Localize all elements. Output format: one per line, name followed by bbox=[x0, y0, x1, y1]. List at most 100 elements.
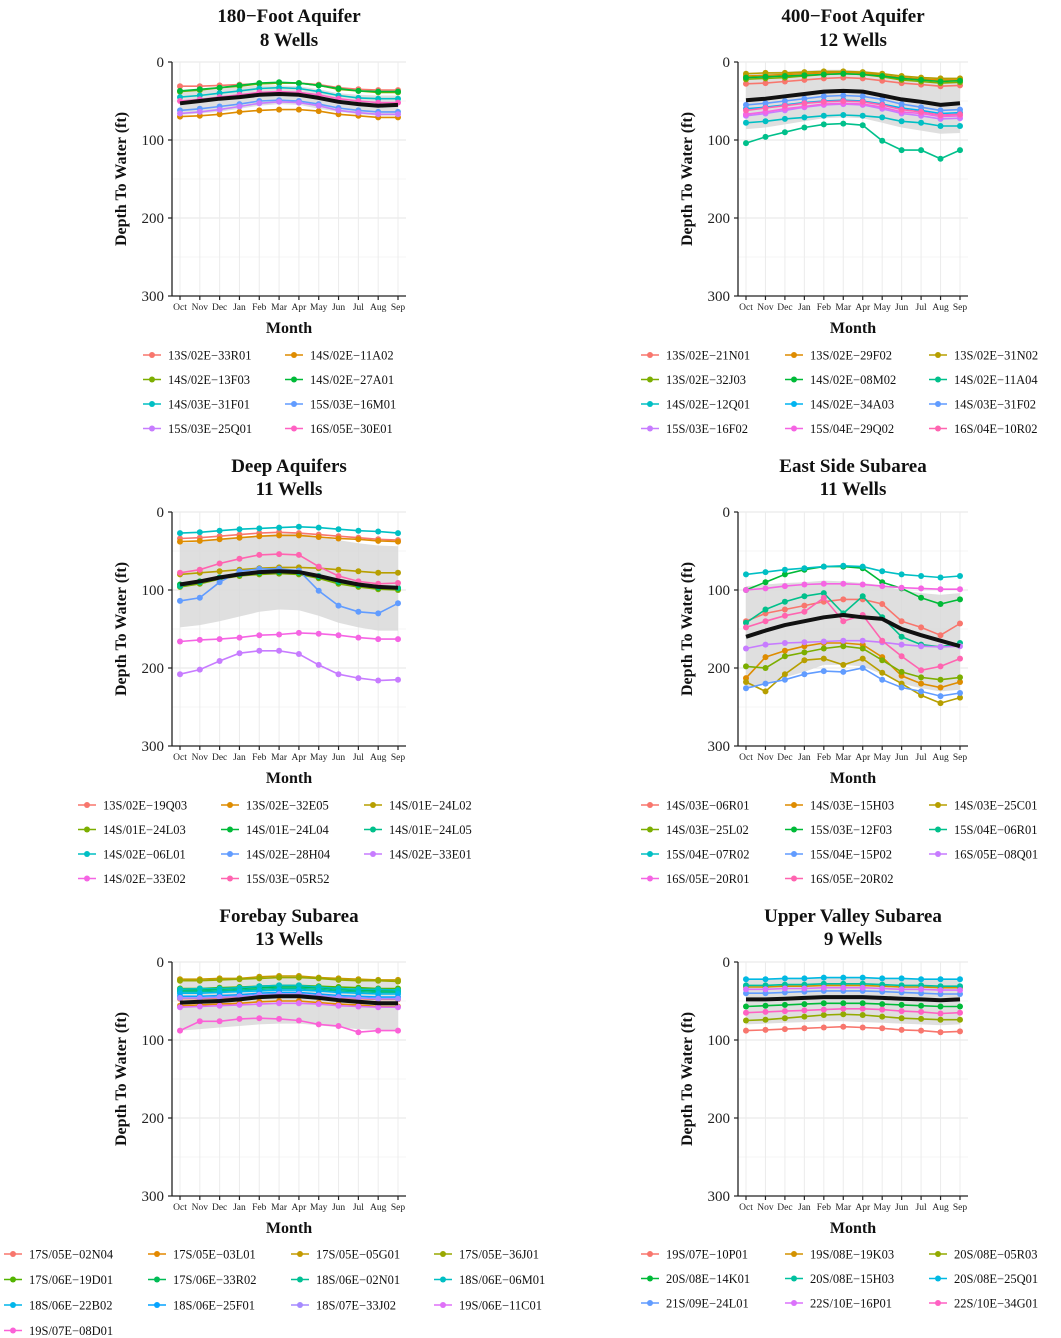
legend-label: 20S/08E−15H03 bbox=[810, 1272, 894, 1286]
legend-label: 14S/02E−06L01 bbox=[103, 848, 186, 862]
data-point bbox=[840, 1005, 847, 1012]
series-line bbox=[180, 989, 398, 995]
chart-subtitle: 11 Wells bbox=[256, 479, 323, 500]
data-point bbox=[196, 529, 203, 536]
series-line bbox=[180, 987, 398, 994]
data-point bbox=[177, 1004, 183, 1011]
x-tick-label: Jan bbox=[233, 753, 246, 763]
data-point bbox=[375, 569, 382, 576]
data-point bbox=[898, 668, 905, 675]
legend-label: 14S/01E−24L02 bbox=[389, 799, 472, 813]
data-point bbox=[355, 994, 362, 1001]
chart-title: East Side Subarea bbox=[779, 456, 927, 477]
x-tick-label: Jul bbox=[353, 1203, 364, 1213]
data-point bbox=[375, 537, 382, 544]
y-tick-label: 0 bbox=[157, 505, 165, 521]
series-line bbox=[179, 81, 398, 93]
y-tick-label: 0 bbox=[157, 55, 165, 71]
legend-item: 13S/02E−31N02 bbox=[929, 349, 1038, 363]
x-tick-label: Jun bbox=[895, 753, 908, 763]
data-point bbox=[781, 102, 788, 109]
series-line bbox=[745, 72, 961, 83]
data-point bbox=[781, 566, 788, 573]
legend-label: 19S/08E−19K03 bbox=[810, 1248, 894, 1262]
data-point bbox=[743, 685, 749, 692]
data-point bbox=[236, 555, 243, 562]
data-point bbox=[315, 108, 322, 115]
data-point bbox=[937, 643, 944, 650]
data-point bbox=[820, 590, 827, 597]
series-7 bbox=[743, 112, 963, 129]
data-point bbox=[743, 1027, 749, 1034]
data-point bbox=[781, 653, 788, 660]
legend-swatch-point bbox=[84, 875, 90, 882]
data-point bbox=[375, 1027, 382, 1034]
y-tick-label: 200 bbox=[708, 211, 731, 227]
data-point bbox=[898, 1008, 905, 1015]
data-point bbox=[937, 700, 944, 707]
data-point bbox=[957, 1028, 963, 1035]
legend-swatch-point bbox=[791, 401, 797, 407]
data-point bbox=[918, 76, 925, 83]
data-point bbox=[918, 104, 925, 111]
series-4 bbox=[177, 79, 401, 95]
x-tick-label: Oct bbox=[173, 1203, 187, 1213]
data-point bbox=[820, 974, 827, 981]
x-tick-label: Sep bbox=[953, 303, 968, 313]
legend-swatch-point bbox=[10, 1302, 16, 1308]
data-point bbox=[918, 1027, 925, 1034]
x-tick-label: May bbox=[310, 303, 328, 313]
legend-label: 16S/04E−10R02 bbox=[954, 422, 1037, 436]
data-point bbox=[781, 1015, 788, 1022]
data-point bbox=[898, 101, 905, 108]
data-point bbox=[236, 1001, 243, 1008]
series-line bbox=[179, 100, 398, 116]
x-tick-label: Oct bbox=[739, 303, 753, 313]
data-point bbox=[236, 526, 243, 533]
legend-label: 14S/02E−33E01 bbox=[389, 848, 472, 862]
legend-item: 14S/01E−24L05 bbox=[364, 823, 472, 837]
x-tick-label: Nov bbox=[757, 1203, 774, 1213]
legend-label: 14S/03E−15H03 bbox=[810, 799, 894, 813]
data-point bbox=[743, 619, 749, 626]
data-point bbox=[937, 976, 944, 983]
legend-item: 15S/04E−29Q02 bbox=[785, 422, 894, 436]
data-point bbox=[177, 110, 183, 117]
legend-item: 17S/05E−02N04 bbox=[4, 1248, 114, 1262]
data-point bbox=[879, 657, 886, 664]
legend-swatch-point bbox=[149, 352, 155, 358]
x-tick-label: Jun bbox=[895, 303, 908, 313]
data-point bbox=[315, 524, 322, 531]
legend-item: 17S/05E−03L01 bbox=[148, 1248, 256, 1262]
series-8 bbox=[743, 984, 963, 994]
mean-line bbox=[179, 994, 398, 1006]
data-point bbox=[743, 986, 749, 993]
data-point bbox=[781, 73, 788, 79]
data-point bbox=[177, 638, 183, 645]
data-point bbox=[315, 563, 322, 570]
legend-swatch-point bbox=[149, 376, 155, 383]
data-point bbox=[879, 669, 886, 676]
legend-label: 19S/06E−11C01 bbox=[459, 1299, 542, 1313]
x-tick-label: Nov bbox=[757, 303, 774, 313]
legend-label: 16S/05E−20R02 bbox=[810, 872, 893, 886]
x-tick-label: Jan bbox=[798, 303, 811, 313]
legend-item: 14S/02E−12Q01 bbox=[641, 398, 750, 412]
data-point bbox=[395, 995, 401, 1002]
legend-label: 15S/04E−29Q02 bbox=[810, 422, 894, 436]
data-point bbox=[256, 975, 263, 982]
data-point bbox=[859, 637, 866, 644]
legend-item: 21S/09E−24L01 bbox=[641, 1297, 749, 1311]
legend-item: 19S/08E−19K03 bbox=[785, 1248, 894, 1262]
data-point bbox=[762, 133, 769, 140]
data-point bbox=[937, 1016, 944, 1023]
legend-swatch-point bbox=[10, 1251, 16, 1257]
legend-item: 18S/06E−22B02 bbox=[4, 1299, 112, 1313]
data-point bbox=[859, 974, 866, 981]
data-point bbox=[315, 102, 322, 109]
data-point bbox=[276, 524, 283, 531]
x-tick-label: Jul bbox=[916, 753, 927, 763]
data-point bbox=[295, 106, 302, 113]
x-tick-label: Dec bbox=[212, 1203, 227, 1213]
legend-item: 14S/01E−24L04 bbox=[221, 823, 329, 837]
